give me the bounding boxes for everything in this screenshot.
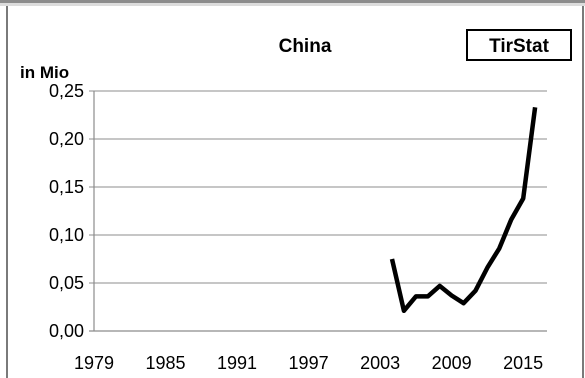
x-tick-labels: 1979 1985 1991 1997 2003 2009 2015	[74, 353, 543, 373]
x-tick-label: 2009	[432, 353, 472, 373]
y-gridlines	[89, 90, 547, 284]
y-tick-label: 0,15	[49, 177, 84, 197]
x-tick-label: 2015	[503, 353, 543, 373]
chart-title: China	[279, 36, 332, 57]
x-tick-label: 2003	[360, 353, 400, 373]
top-border	[0, 0, 585, 3]
y-tick-label: 0,25	[49, 81, 84, 101]
series-line	[389, 107, 538, 314]
y-tick-label: 0,05	[49, 273, 84, 293]
y-tick-label: 0,10	[49, 225, 84, 245]
y-tick-label: 0,00	[49, 321, 84, 341]
x-tick-label: 1979	[74, 353, 114, 373]
source-badge-text: TirStat	[489, 36, 550, 57]
y-axis-label: in Mio	[20, 63, 69, 82]
y-tick-label: 0,20	[49, 129, 84, 149]
top-border-inner	[0, 3, 585, 6]
axes	[89, 91, 547, 332]
x-tick-label: 1991	[217, 353, 257, 373]
x-tick-label: 1985	[146, 353, 186, 373]
source-badge-box	[466, 29, 572, 61]
y-tick-labels: 0,00 0,05 0,10 0,15 0,20 0,25	[49, 81, 84, 341]
x-tick-label: 1997	[289, 353, 329, 373]
series-layer	[389, 107, 538, 314]
